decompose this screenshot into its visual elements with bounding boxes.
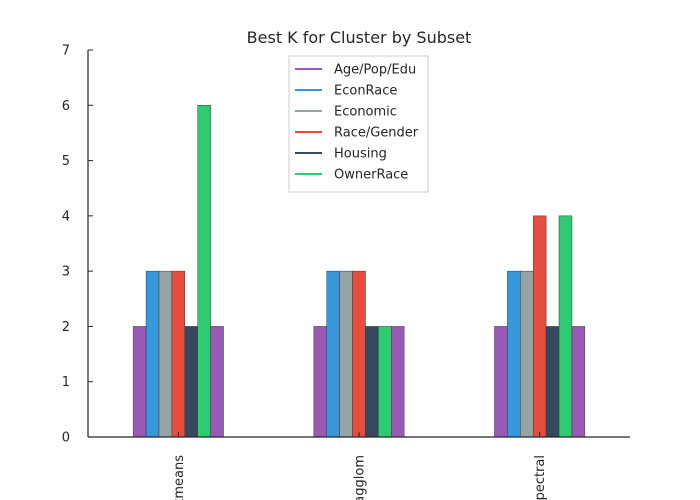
bar-series-6-spectral [571, 326, 586, 438]
legend-label: Economic [334, 105, 397, 120]
bar-race-gender-spectral [532, 215, 547, 438]
x-tick-label-kmeans: kmeans [172, 455, 187, 500]
legend-label: OwnerRace [334, 168, 408, 183]
y-tick-label: 4 [62, 209, 70, 224]
bar-age-pop-edu-kmeans [132, 326, 147, 438]
bar-ownerrace-agglom [378, 326, 392, 438]
bars-layer [132, 105, 586, 438]
x-axis: kmeans agglom spectral [88, 432, 630, 500]
bar-series-6-agglom [391, 326, 405, 438]
y-tick-label: 0 [62, 431, 70, 446]
y-tick-label: 2 [62, 320, 70, 335]
bar-econrace-spectral [507, 270, 521, 438]
legend-label: EconRace [334, 84, 397, 99]
bar-econrace-kmeans [145, 270, 160, 438]
chart-title: Best K for Cluster by Subset [247, 28, 472, 47]
bar-age-pop-edu-agglom [313, 326, 327, 438]
x-tick-label-agglom: agglom [353, 455, 368, 500]
bar-race-gender-kmeans [171, 270, 186, 438]
bar-economic-spectral [520, 270, 534, 438]
legend-box [288, 55, 429, 193]
bar-housing-spectral [545, 326, 560, 438]
bar-ownerrace-kmeans [197, 105, 211, 438]
bar-age-pop-edu-spectral [494, 326, 508, 438]
bar-housing-agglom [365, 326, 379, 438]
y-axis: 0 1 2 3 4 5 6 7 [62, 44, 93, 446]
bar-economic-kmeans [158, 270, 173, 438]
legend: Age/Pop/Edu EconRace Economic Race/Gender Ho… [288, 55, 429, 193]
bar-series-6-kmeans [210, 326, 224, 438]
y-tick-label: 6 [62, 99, 70, 114]
y-tick-label: 3 [62, 265, 70, 280]
bar-housing-kmeans [184, 326, 198, 438]
y-tick-label: 5 [62, 154, 70, 169]
bar-ownerrace-spectral [558, 215, 573, 438]
legend-label: Housing [334, 147, 387, 162]
y-tick-label: 7 [62, 44, 70, 59]
y-tick-label: 1 [62, 375, 70, 390]
x-tick-label-spectral: spectral [533, 455, 548, 500]
bar-economic-agglom [339, 270, 353, 438]
legend-label: Age/Pop/Edu [334, 63, 416, 78]
bar-race-gender-agglom [352, 270, 366, 438]
bar-econrace-agglom [326, 270, 340, 438]
legend-label: Race/Gender [334, 126, 419, 141]
